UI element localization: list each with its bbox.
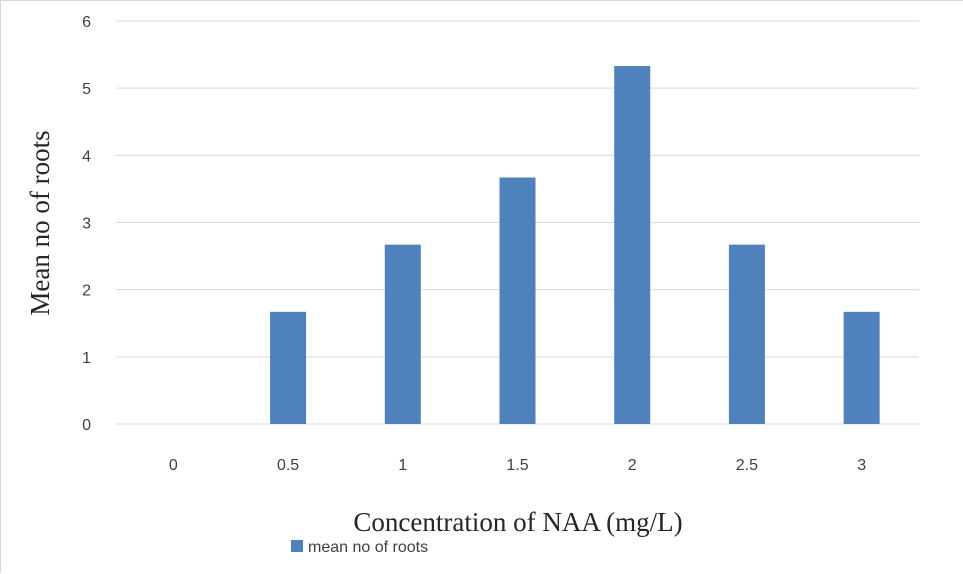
legend: mean no of roots [291, 539, 428, 556]
bar [499, 177, 536, 424]
bars [270, 66, 880, 425]
y-tick-label: 0 [82, 417, 91, 434]
legend-label: mean no of roots [308, 539, 428, 556]
x-tick-label: 1 [398, 457, 407, 474]
x-tick-label: 0.5 [277, 457, 299, 474]
bar [728, 244, 765, 424]
x-tick-label: 0 [169, 457, 178, 474]
y-tick-labels: 0 1 2 3 4 5 6 [82, 14, 91, 434]
x-tick-label: 3 [857, 457, 866, 474]
x-tick-label: 2.5 [736, 457, 758, 474]
bar [270, 311, 307, 424]
y-tick-label: 2 [82, 283, 91, 300]
y-tick-label: 1 [82, 350, 91, 367]
legend-swatch [291, 540, 303, 552]
x-tick-labels: 0 0.5 1 1.5 2 2.5 3 [169, 457, 866, 474]
y-axis-title: Mean no of roots [25, 130, 55, 315]
y-tick-label: 4 [82, 148, 91, 165]
bar [843, 311, 880, 424]
y-tick-label: 5 [82, 81, 91, 98]
x-tick-label: 1.5 [506, 457, 528, 474]
x-tick-label: 2 [628, 457, 637, 474]
bar [384, 244, 421, 424]
y-tick-label: 6 [82, 14, 91, 31]
x-axis-title: Concentration of NAA (mg/L) [353, 507, 682, 537]
bar [614, 66, 651, 425]
y-tick-label: 3 [82, 216, 91, 233]
